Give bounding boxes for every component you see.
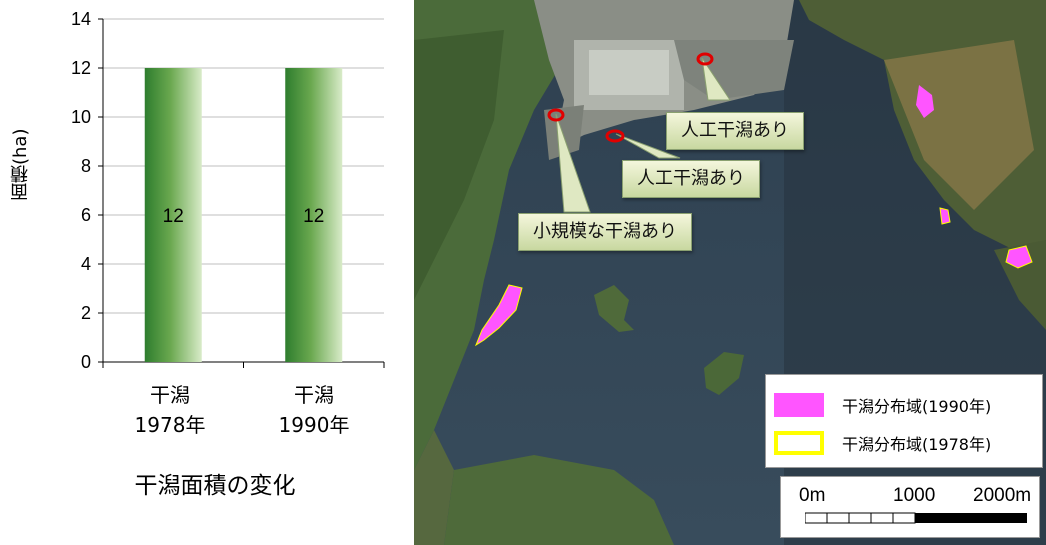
- bar-data-label: 12: [163, 206, 184, 227]
- y-tick-label: 0: [81, 352, 91, 372]
- y-tick-label: 14: [71, 9, 91, 29]
- marker-small: [547, 108, 565, 122]
- y-tick-label: 2: [81, 303, 91, 323]
- y-tick-label: 12: [71, 58, 91, 78]
- port-building: [589, 50, 669, 95]
- y-tick-label: 6: [81, 205, 91, 225]
- legend-row-1978: 干潟分布域(1978年): [774, 429, 991, 457]
- legend-swatch-1978: [774, 431, 824, 455]
- marker-artificial-1: [696, 52, 714, 66]
- callout-small: 小規模な干潟あり: [518, 213, 692, 251]
- y-tick-label: 10: [71, 107, 91, 127]
- y-tick-label: 4: [81, 254, 91, 274]
- map-legend: 干潟分布域(1990年) 干潟分布域(1978年): [765, 374, 1043, 468]
- tidal-flat-east-1: [916, 85, 934, 118]
- bar-0: [144, 68, 202, 362]
- scale-label-2000: 2000m: [973, 485, 1032, 506]
- scale-label-1000: 1000: [893, 485, 936, 506]
- x-tick-label-1990: 干潟 1990年: [278, 383, 350, 437]
- chart-title: 干潟面積の変化: [134, 473, 296, 499]
- island-center: [594, 285, 634, 332]
- callout-artificial-2: 人工干潟あり: [622, 160, 760, 198]
- legend-row-1990: 干潟分布域(1990年): [774, 391, 991, 419]
- south-island: [444, 455, 674, 545]
- aerial-map: 人工干潟あり 人工干潟あり 小規模な干潟あり 干潟分布域(1990年) 干潟分布…: [414, 0, 1046, 545]
- tidal-flat-west: [474, 284, 523, 347]
- callout-pointer-1: [701, 57, 731, 101]
- tidal-flat-east-3: [1005, 245, 1033, 269]
- bar-1: [285, 68, 343, 362]
- chart-plot: 0 2 4 6 8 10 12 14 12 12: [71, 9, 385, 372]
- callout-artificial-1: 人工干潟あり: [666, 112, 804, 150]
- scale-label-0: 0m: [799, 485, 826, 506]
- scale-ruler: [805, 512, 1027, 524]
- satellite-image: [414, 0, 1046, 545]
- marker-artificial-2: [605, 129, 625, 143]
- legend-swatch-1990: [774, 393, 824, 417]
- y-tick-label: 8: [81, 156, 91, 176]
- legend-label-1990: 干潟分布域(1990年): [842, 397, 992, 416]
- legend-label-1978: 干潟分布域(1978年): [842, 435, 992, 454]
- x-tick-label-1978: 干潟 1978年: [134, 383, 206, 437]
- island-small: [704, 352, 744, 395]
- bar-data-label: 12: [303, 206, 324, 227]
- callout-pointer-3: [555, 113, 591, 213]
- y-axis-label: 面積(ha): [10, 128, 31, 202]
- east-fields: [884, 40, 1034, 210]
- scale-bar: 0m 1000 2000m: [780, 476, 1040, 538]
- tidal-flat-east-2: [939, 207, 951, 225]
- callout-pointer-2: [615, 133, 681, 159]
- bar-chart: 0 2 4 6 8 10 12 14 12 12 面積(ha) 干潟 1978年 干潟 1990年…: [0, 0, 400, 545]
- west-hills: [414, 30, 504, 300]
- southwest-land: [414, 430, 454, 545]
